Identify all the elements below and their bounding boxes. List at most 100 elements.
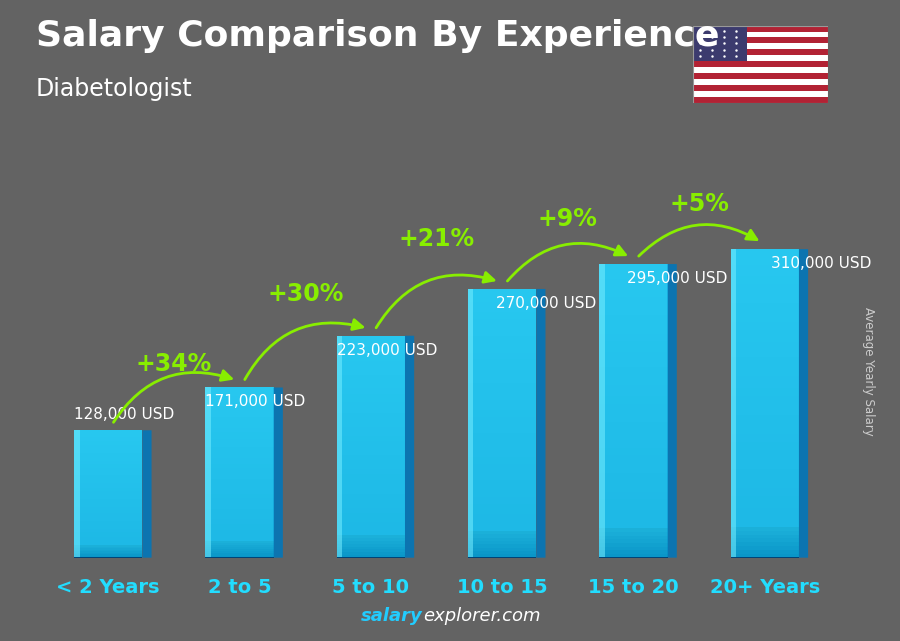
Bar (74, 449, 142, 451)
Bar (599, 381, 668, 385)
Bar (731, 500, 799, 504)
Bar (731, 299, 799, 303)
Bar (599, 322, 668, 326)
Bar (74, 453, 142, 454)
Bar (468, 474, 536, 477)
Bar (205, 492, 274, 494)
Text: 223,000 USD: 223,000 USD (337, 343, 437, 358)
Text: < 2 Years: < 2 Years (57, 578, 160, 597)
Bar (731, 261, 799, 265)
Bar (74, 497, 142, 499)
Bar (468, 376, 536, 379)
Bar (731, 326, 799, 330)
Bar (74, 515, 142, 516)
Bar (693, 26, 828, 31)
Bar (74, 518, 142, 519)
Bar (731, 272, 799, 276)
Bar (337, 488, 405, 491)
Bar (468, 322, 536, 326)
Bar (337, 452, 405, 455)
Bar (205, 387, 274, 390)
Bar (599, 297, 668, 301)
Bar (74, 535, 142, 537)
Bar (337, 524, 405, 527)
Bar (205, 526, 274, 528)
Bar (468, 406, 536, 410)
Bar (599, 444, 668, 447)
Bar (599, 556, 668, 558)
Bar (731, 353, 799, 357)
Bar (468, 467, 536, 470)
Bar (731, 508, 799, 512)
Bar (599, 403, 668, 407)
Bar (205, 406, 274, 409)
Bar (337, 397, 405, 399)
Bar (205, 549, 274, 551)
Bar (337, 338, 405, 341)
Bar (337, 336, 342, 558)
Bar (468, 447, 536, 450)
Bar (731, 465, 799, 469)
Bar (205, 438, 274, 440)
Bar (599, 279, 668, 283)
Bar (337, 466, 405, 469)
Bar (731, 457, 799, 462)
Bar (599, 385, 668, 389)
Bar (205, 500, 274, 503)
Bar (599, 484, 668, 488)
Bar (731, 334, 799, 338)
Bar (731, 257, 799, 261)
Bar (205, 440, 274, 443)
Bar (205, 509, 274, 511)
Bar (599, 411, 668, 415)
Bar (74, 522, 142, 524)
Bar (74, 430, 79, 558)
Bar (205, 392, 274, 394)
Bar (74, 443, 142, 445)
Bar (74, 494, 142, 495)
Bar (337, 497, 405, 499)
Text: +34%: +34% (136, 352, 212, 376)
Bar (74, 467, 142, 469)
Bar (468, 292, 536, 296)
Bar (599, 451, 668, 455)
Bar (337, 416, 405, 419)
Bar (731, 249, 799, 253)
Text: 15 to 20: 15 to 20 (589, 578, 679, 597)
Bar (599, 264, 668, 268)
Bar (337, 422, 405, 424)
Bar (731, 488, 799, 492)
Bar (693, 31, 828, 37)
Bar (468, 497, 536, 501)
Bar (599, 513, 668, 517)
Bar (599, 400, 668, 404)
Bar (599, 363, 668, 367)
Bar (731, 411, 799, 415)
Bar (468, 319, 536, 322)
Bar (468, 501, 536, 504)
Bar (74, 538, 142, 540)
Text: Diabetologist: Diabetologist (36, 77, 193, 101)
Bar (74, 547, 142, 548)
Bar (205, 443, 274, 445)
Bar (74, 454, 142, 456)
Bar (74, 430, 142, 432)
Bar (731, 369, 799, 372)
Bar (74, 503, 142, 505)
Bar (337, 474, 405, 477)
Bar (74, 537, 142, 538)
Bar (74, 529, 142, 531)
Bar (337, 344, 405, 347)
Bar (205, 545, 274, 547)
Bar (205, 513, 274, 515)
Bar (468, 511, 536, 514)
Bar (468, 333, 536, 336)
Bar (599, 503, 668, 506)
Bar (599, 458, 668, 462)
Bar (337, 347, 405, 349)
Bar (468, 383, 536, 387)
Bar (468, 430, 536, 433)
Bar (693, 91, 828, 97)
Bar (599, 374, 668, 378)
Bar (599, 506, 668, 510)
